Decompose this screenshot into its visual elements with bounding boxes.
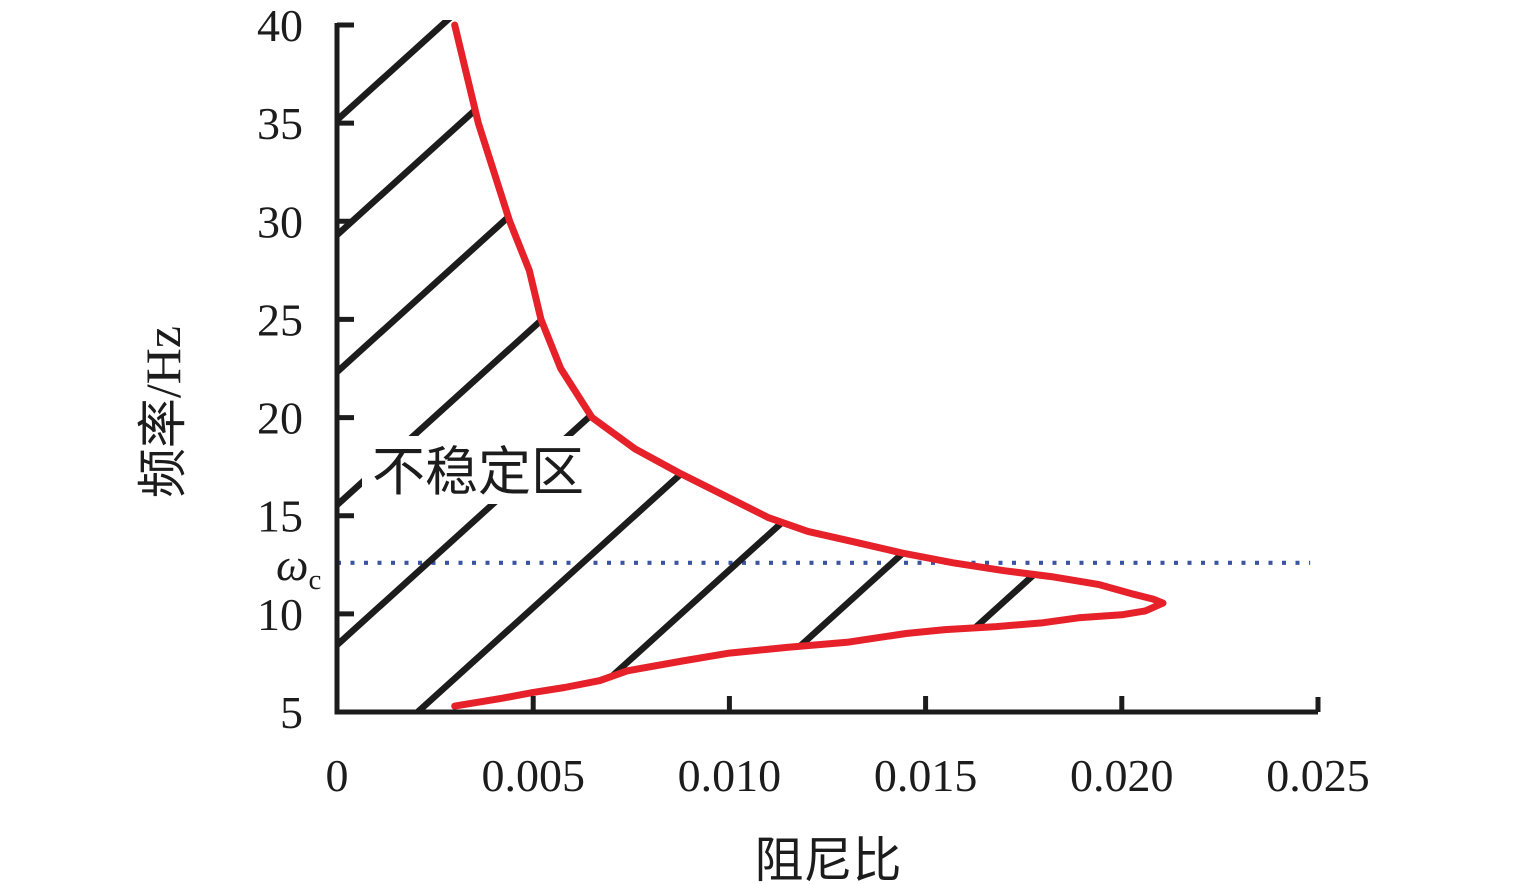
x-axis-title: 阻尼比 [754,833,901,884]
y-tick-label-35: 35 [257,98,303,149]
axes [334,22,1321,715]
x-tick-label-0: 0 [326,750,349,801]
x-tick-label-0.010: 0.010 [678,750,782,801]
x-tick-label-0.020: 0.020 [1070,750,1174,801]
y-tick-label-20: 20 [257,393,303,444]
hatch-line-1 [338,20,1163,246]
stability-boundary-curve [451,21,1167,710]
omega-subscript: c [308,564,321,596]
omega-c-label: ωc [276,539,321,596]
hatch-line-4 [338,20,1163,656]
y-tick-label-25: 25 [257,294,303,345]
y-tick-label-40: 40 [257,0,303,51]
y-tick-label-5: 5 [280,687,303,738]
x-tick-label-0.025: 0.025 [1266,750,1370,801]
x-tick-label-0.015: 0.015 [874,750,978,801]
y-tick-label-10: 10 [257,589,303,640]
hatch-line-2 [338,20,1163,383]
y-axis-title: 频率/Hz [135,326,191,498]
omega-symbol: ω [276,539,308,590]
y-tick-label-30: 30 [257,196,303,247]
y-tick-label-15: 15 [257,491,303,542]
region-label-mask [362,436,594,504]
x-tick-label-0.005: 0.005 [481,750,585,801]
unstable-region-label: 不稳定区 [372,444,584,502]
